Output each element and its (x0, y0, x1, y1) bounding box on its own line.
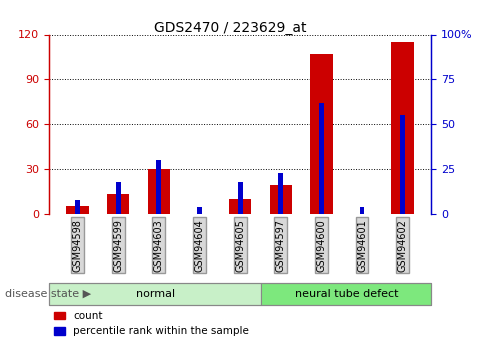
Bar (75, 199, 80, 214)
Bar (107, 195, 129, 214)
Text: neural tube defect: neural tube defect (294, 289, 398, 299)
Bar (116, 181, 121, 214)
Text: GDS2470 / 223629_at: GDS2470 / 223629_at (154, 21, 307, 35)
Bar (156, 160, 161, 214)
Bar (278, 172, 283, 214)
Bar (392, 42, 414, 214)
Bar (197, 207, 202, 214)
Bar (270, 186, 292, 214)
Bar (147, 169, 170, 214)
Bar (400, 115, 405, 214)
Bar (66, 206, 89, 214)
Legend: count, percentile rank within the sample: count, percentile rank within the sample (54, 311, 249, 336)
Text: normal: normal (136, 289, 175, 299)
Bar (319, 103, 324, 214)
Text: disease state ▶: disease state ▶ (5, 289, 91, 299)
Bar (360, 207, 365, 214)
Bar (229, 199, 251, 214)
Bar (310, 54, 333, 214)
Bar (238, 181, 243, 214)
